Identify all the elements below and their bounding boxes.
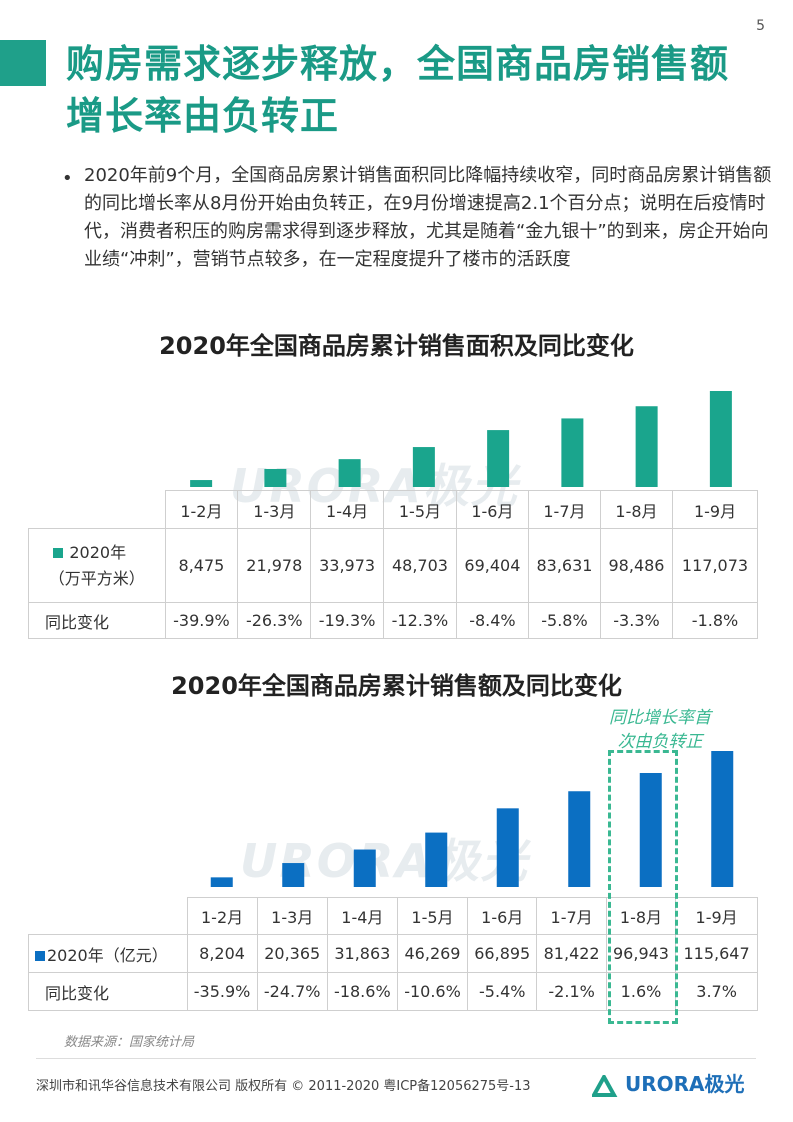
data-label: 8,204 bbox=[186, 934, 258, 973]
yoy-value: -2.1% bbox=[536, 972, 607, 1011]
yoy-value: -39.9% bbox=[164, 602, 239, 639]
tick-label: 1-3月 bbox=[256, 897, 328, 935]
data-label: 48,703 bbox=[383, 528, 457, 603]
legend-swatch bbox=[35, 951, 45, 961]
bar-1-4月 bbox=[353, 849, 376, 887]
tick-label: 1-9月 bbox=[672, 490, 758, 529]
data-label: 117,073 bbox=[672, 528, 758, 603]
highlight-box bbox=[608, 750, 678, 1024]
brand-logo: URORA极光 bbox=[592, 1068, 745, 1097]
series-label: 2020年（亿元） bbox=[28, 934, 188, 973]
bar-1-5月 bbox=[412, 447, 435, 487]
bar-1-2月 bbox=[210, 877, 233, 887]
bar-1-6月 bbox=[496, 808, 519, 887]
annotation-line1: 同比增长率首 bbox=[609, 708, 711, 728]
tick-label: 1-2月 bbox=[186, 897, 258, 935]
bar-1-3月 bbox=[264, 468, 287, 487]
summary-paragraph: 2020年前9个月，全国商品房累计销售面积同比降幅持续收窄，同时商品房累计销售额… bbox=[84, 165, 772, 270]
bar-1-4月 bbox=[338, 459, 361, 487]
data-label: 66,895 bbox=[467, 934, 538, 973]
bar-1-6月 bbox=[487, 430, 510, 487]
data-source: 数据来源：国家统计局 bbox=[64, 1035, 195, 1050]
yoy-value: -5.8% bbox=[527, 602, 601, 639]
yoy-value: -5.4% bbox=[467, 972, 538, 1011]
bar-1-5月 bbox=[425, 832, 448, 887]
tick-label: 1-7月 bbox=[536, 897, 607, 935]
yoy-row-label: 同比变化 bbox=[28, 602, 166, 639]
footer-copyright: 深圳市和讯华谷信息技术有限公司 版权所有 © 2011-2020 粤ICP备12… bbox=[36, 1079, 531, 1094]
annotation-line2: 次由负转正 bbox=[617, 732, 703, 752]
page-title: 购房需求逐步释放，全国商品房销售额增长率由负转正 bbox=[66, 42, 730, 138]
tick-label: 1-8月 bbox=[605, 897, 677, 935]
chart1-table: 1-2月 1-3月 1-4月 1-5月 1-6月 1-7月 1-8月 1-9月 … bbox=[28, 490, 758, 639]
yoy-value: -8.4% bbox=[455, 602, 529, 639]
table-corner bbox=[28, 897, 188, 935]
yoy-value: 3.7% bbox=[675, 972, 758, 1011]
bar-1-2月 bbox=[190, 480, 213, 487]
data-label: 81,422 bbox=[536, 934, 607, 973]
yoy-value: -10.6% bbox=[396, 972, 469, 1011]
bar-1-7月 bbox=[561, 418, 584, 487]
title-accent-bar bbox=[0, 40, 46, 86]
series-label-line1: 2020年 bbox=[69, 542, 127, 562]
data-label: 31,863 bbox=[326, 934, 398, 973]
tick-label: 1-6月 bbox=[455, 490, 529, 529]
tick-label: 1-9月 bbox=[675, 897, 758, 935]
bar-1-9月 bbox=[711, 751, 734, 887]
data-label: 20,365 bbox=[256, 934, 328, 973]
bar-1-9月 bbox=[709, 391, 732, 487]
yoy-row-label: 同比变化 bbox=[28, 972, 188, 1011]
yoy-value: -12.3% bbox=[383, 602, 457, 639]
tick-label: 1-8月 bbox=[599, 490, 674, 529]
bullet-marker: • bbox=[62, 168, 73, 189]
data-label: 69,404 bbox=[455, 528, 529, 603]
tick-label: 1-6月 bbox=[467, 897, 538, 935]
yoy-value: -1.8% bbox=[672, 602, 758, 639]
data-label: 98,486 bbox=[599, 528, 674, 603]
data-label: 115,647 bbox=[675, 934, 758, 973]
series-label-text: 2020年（亿元） bbox=[47, 945, 168, 965]
page-number: 5 bbox=[756, 18, 765, 34]
data-label: 46,269 bbox=[396, 934, 469, 973]
tick-label: 1-5月 bbox=[396, 897, 469, 935]
chart1-title: 2020年全国商品房累计销售面积及同比变化 bbox=[159, 332, 634, 360]
bar-1-7月 bbox=[568, 791, 591, 887]
tick-label: 1-5月 bbox=[383, 490, 457, 529]
yoy-value: -19.3% bbox=[310, 602, 385, 639]
yoy-value: -35.9% bbox=[186, 972, 258, 1011]
yoy-value: -3.3% bbox=[599, 602, 674, 639]
tick-label: 1-4月 bbox=[326, 897, 398, 935]
bar-1-8月 bbox=[639, 772, 662, 887]
series-label: 2020年 （万平方米） bbox=[28, 528, 166, 603]
chart2-table: 1-2月 1-3月 1-4月 1-5月 1-6月 1-7月 1-8月 1-9月 … bbox=[28, 897, 758, 1011]
chart2-title: 2020年全国商品房累计销售额及同比变化 bbox=[171, 672, 622, 700]
legend-swatch bbox=[53, 548, 64, 558]
yoy-value: -24.7% bbox=[256, 972, 328, 1011]
data-label: 83,631 bbox=[527, 528, 601, 603]
series-label-line2: （万平方米） bbox=[48, 568, 145, 588]
yoy-value: 1.6% bbox=[605, 972, 677, 1011]
logo-mark-icon bbox=[592, 1074, 618, 1097]
annotation-callout: 同比增长率首 次由负转正 bbox=[560, 706, 760, 754]
data-label: 33,973 bbox=[310, 528, 385, 603]
bar-1-8月 bbox=[635, 406, 658, 487]
bar-1-3月 bbox=[282, 863, 305, 887]
tick-label: 1-7月 bbox=[527, 490, 601, 529]
logo-text: URORA极光 bbox=[624, 1072, 745, 1096]
footer-divider bbox=[36, 1058, 756, 1059]
yoy-value: -18.6% bbox=[326, 972, 398, 1011]
